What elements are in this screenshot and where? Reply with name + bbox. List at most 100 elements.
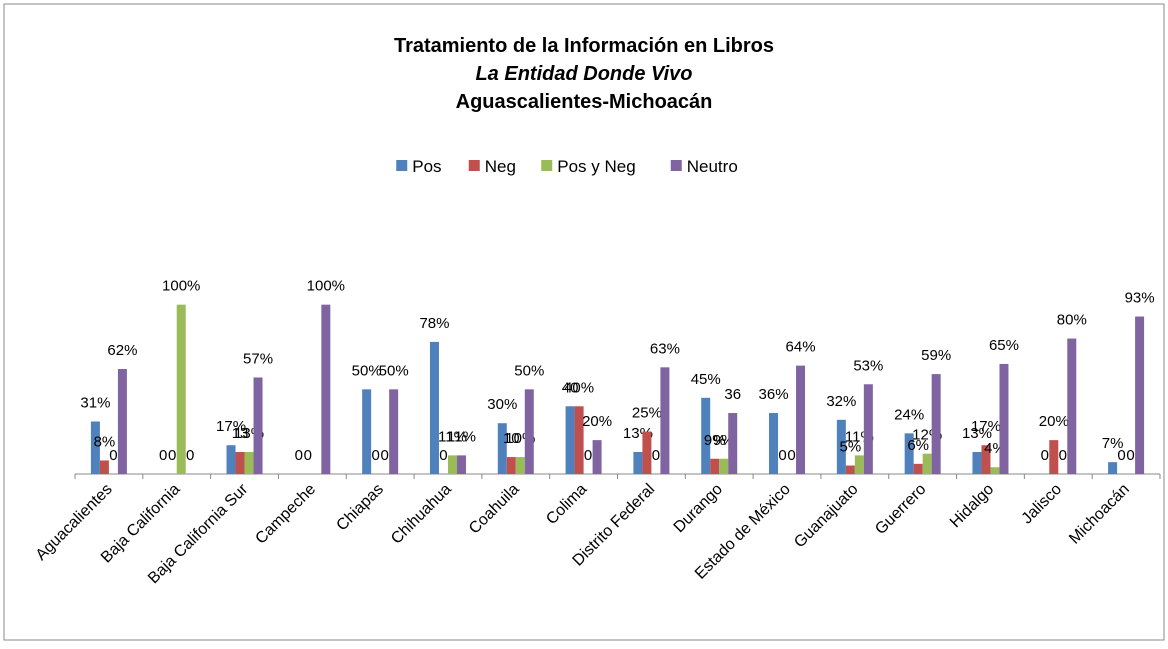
bar — [972, 451, 982, 474]
data-label: 17% — [971, 418, 1001, 435]
data-label: 36% — [759, 386, 789, 403]
data-label: 30% — [487, 396, 517, 413]
bar — [447, 455, 457, 474]
data-label: 11% — [438, 428, 467, 445]
legend-label: Neg — [485, 157, 516, 176]
data-label: 8% — [94, 433, 116, 450]
bar — [981, 445, 991, 474]
data-label: 0 — [109, 447, 117, 464]
data-label: 100% — [162, 278, 200, 295]
chart-title: Tratamiento de la Información en Libros — [394, 35, 774, 57]
data-label: 57% — [243, 350, 273, 367]
data-label: 50% — [379, 362, 409, 379]
data-label: 50% — [514, 362, 544, 379]
data-label: 0 — [1126, 447, 1134, 464]
bar — [999, 363, 1009, 474]
chart-frame — [3, 3, 1165, 641]
data-label: 0 — [584, 447, 592, 464]
bar — [642, 431, 652, 474]
data-label: 10 — [503, 430, 520, 447]
bar — [931, 374, 941, 474]
data-label: 93% — [1125, 290, 1155, 307]
data-label: 6% — [907, 437, 929, 454]
bar — [633, 451, 643, 474]
bar — [321, 304, 331, 474]
bar — [99, 460, 109, 474]
data-label: 7% — [1102, 435, 1124, 452]
bar — [728, 413, 738, 474]
data-label: 13 — [232, 425, 249, 442]
bar — [117, 369, 127, 474]
bar — [244, 451, 254, 474]
data-label: 100% — [307, 278, 345, 295]
bar — [769, 413, 779, 474]
data-label: 62% — [107, 342, 137, 359]
data-label: 31% — [80, 395, 110, 412]
data-label: 20% — [582, 413, 612, 430]
bar — [922, 453, 932, 474]
data-label: 53% — [853, 357, 883, 374]
data-label: 24% — [894, 406, 924, 423]
bar — [913, 463, 923, 474]
bar — [990, 467, 1000, 474]
bar — [836, 419, 846, 474]
bar — [506, 457, 516, 474]
bar — [660, 367, 670, 474]
data-label: 0 — [778, 447, 786, 464]
data-label: 0 — [652, 447, 660, 464]
bar — [904, 433, 914, 474]
bar — [845, 465, 855, 474]
data-label: 78% — [419, 315, 449, 332]
data-label: 0 — [371, 447, 379, 464]
data-label: 9% — [704, 432, 726, 449]
data-label: 32% — [826, 393, 856, 410]
bar — [719, 458, 729, 474]
bar — [1049, 440, 1059, 474]
data-label: 25% — [632, 405, 662, 422]
bar — [796, 365, 806, 474]
bar — [429, 341, 439, 474]
bar — [515, 457, 525, 474]
bar — [854, 455, 864, 474]
data-label: 63% — [650, 340, 680, 357]
data-label: 80% — [1057, 312, 1087, 329]
data-label: 40 — [562, 379, 579, 396]
data-label: 5% — [840, 439, 862, 456]
data-label: 0 — [787, 447, 795, 464]
bar — [90, 421, 100, 474]
data-label: 0 — [295, 447, 303, 464]
bar — [235, 451, 245, 474]
bar — [176, 304, 186, 474]
bar — [253, 377, 263, 474]
bar — [710, 458, 720, 474]
data-label: 50% — [352, 362, 382, 379]
data-label: 64% — [786, 339, 816, 356]
bar — [362, 389, 372, 474]
data-label: 59% — [921, 347, 951, 364]
data-label: 11% — [447, 428, 476, 445]
data-label: 0 — [1117, 447, 1125, 464]
chart-subtitle: La Entidad Donde Vivo — [475, 63, 692, 85]
data-label: 0 — [159, 447, 167, 464]
data-label: 13% — [962, 425, 992, 442]
data-label: 0 — [1059, 447, 1067, 464]
bar — [701, 397, 711, 474]
data-label: 17% — [216, 418, 246, 435]
legend-label: Pos y Neg — [557, 157, 635, 176]
bar — [226, 445, 236, 474]
bar — [863, 384, 873, 474]
bar — [1108, 462, 1118, 474]
data-label: 0 — [439, 447, 447, 464]
data-label: 0 — [1041, 447, 1049, 464]
data-label: 65% — [989, 337, 1019, 354]
legend-swatch — [396, 160, 408, 171]
data-label: 45% — [691, 371, 721, 388]
data-label: 0 — [168, 447, 176, 464]
bar — [574, 406, 584, 474]
bar — [592, 440, 602, 474]
bar — [389, 389, 399, 474]
data-label: 0 — [304, 447, 312, 464]
bar — [456, 455, 466, 474]
bar — [1067, 338, 1077, 474]
